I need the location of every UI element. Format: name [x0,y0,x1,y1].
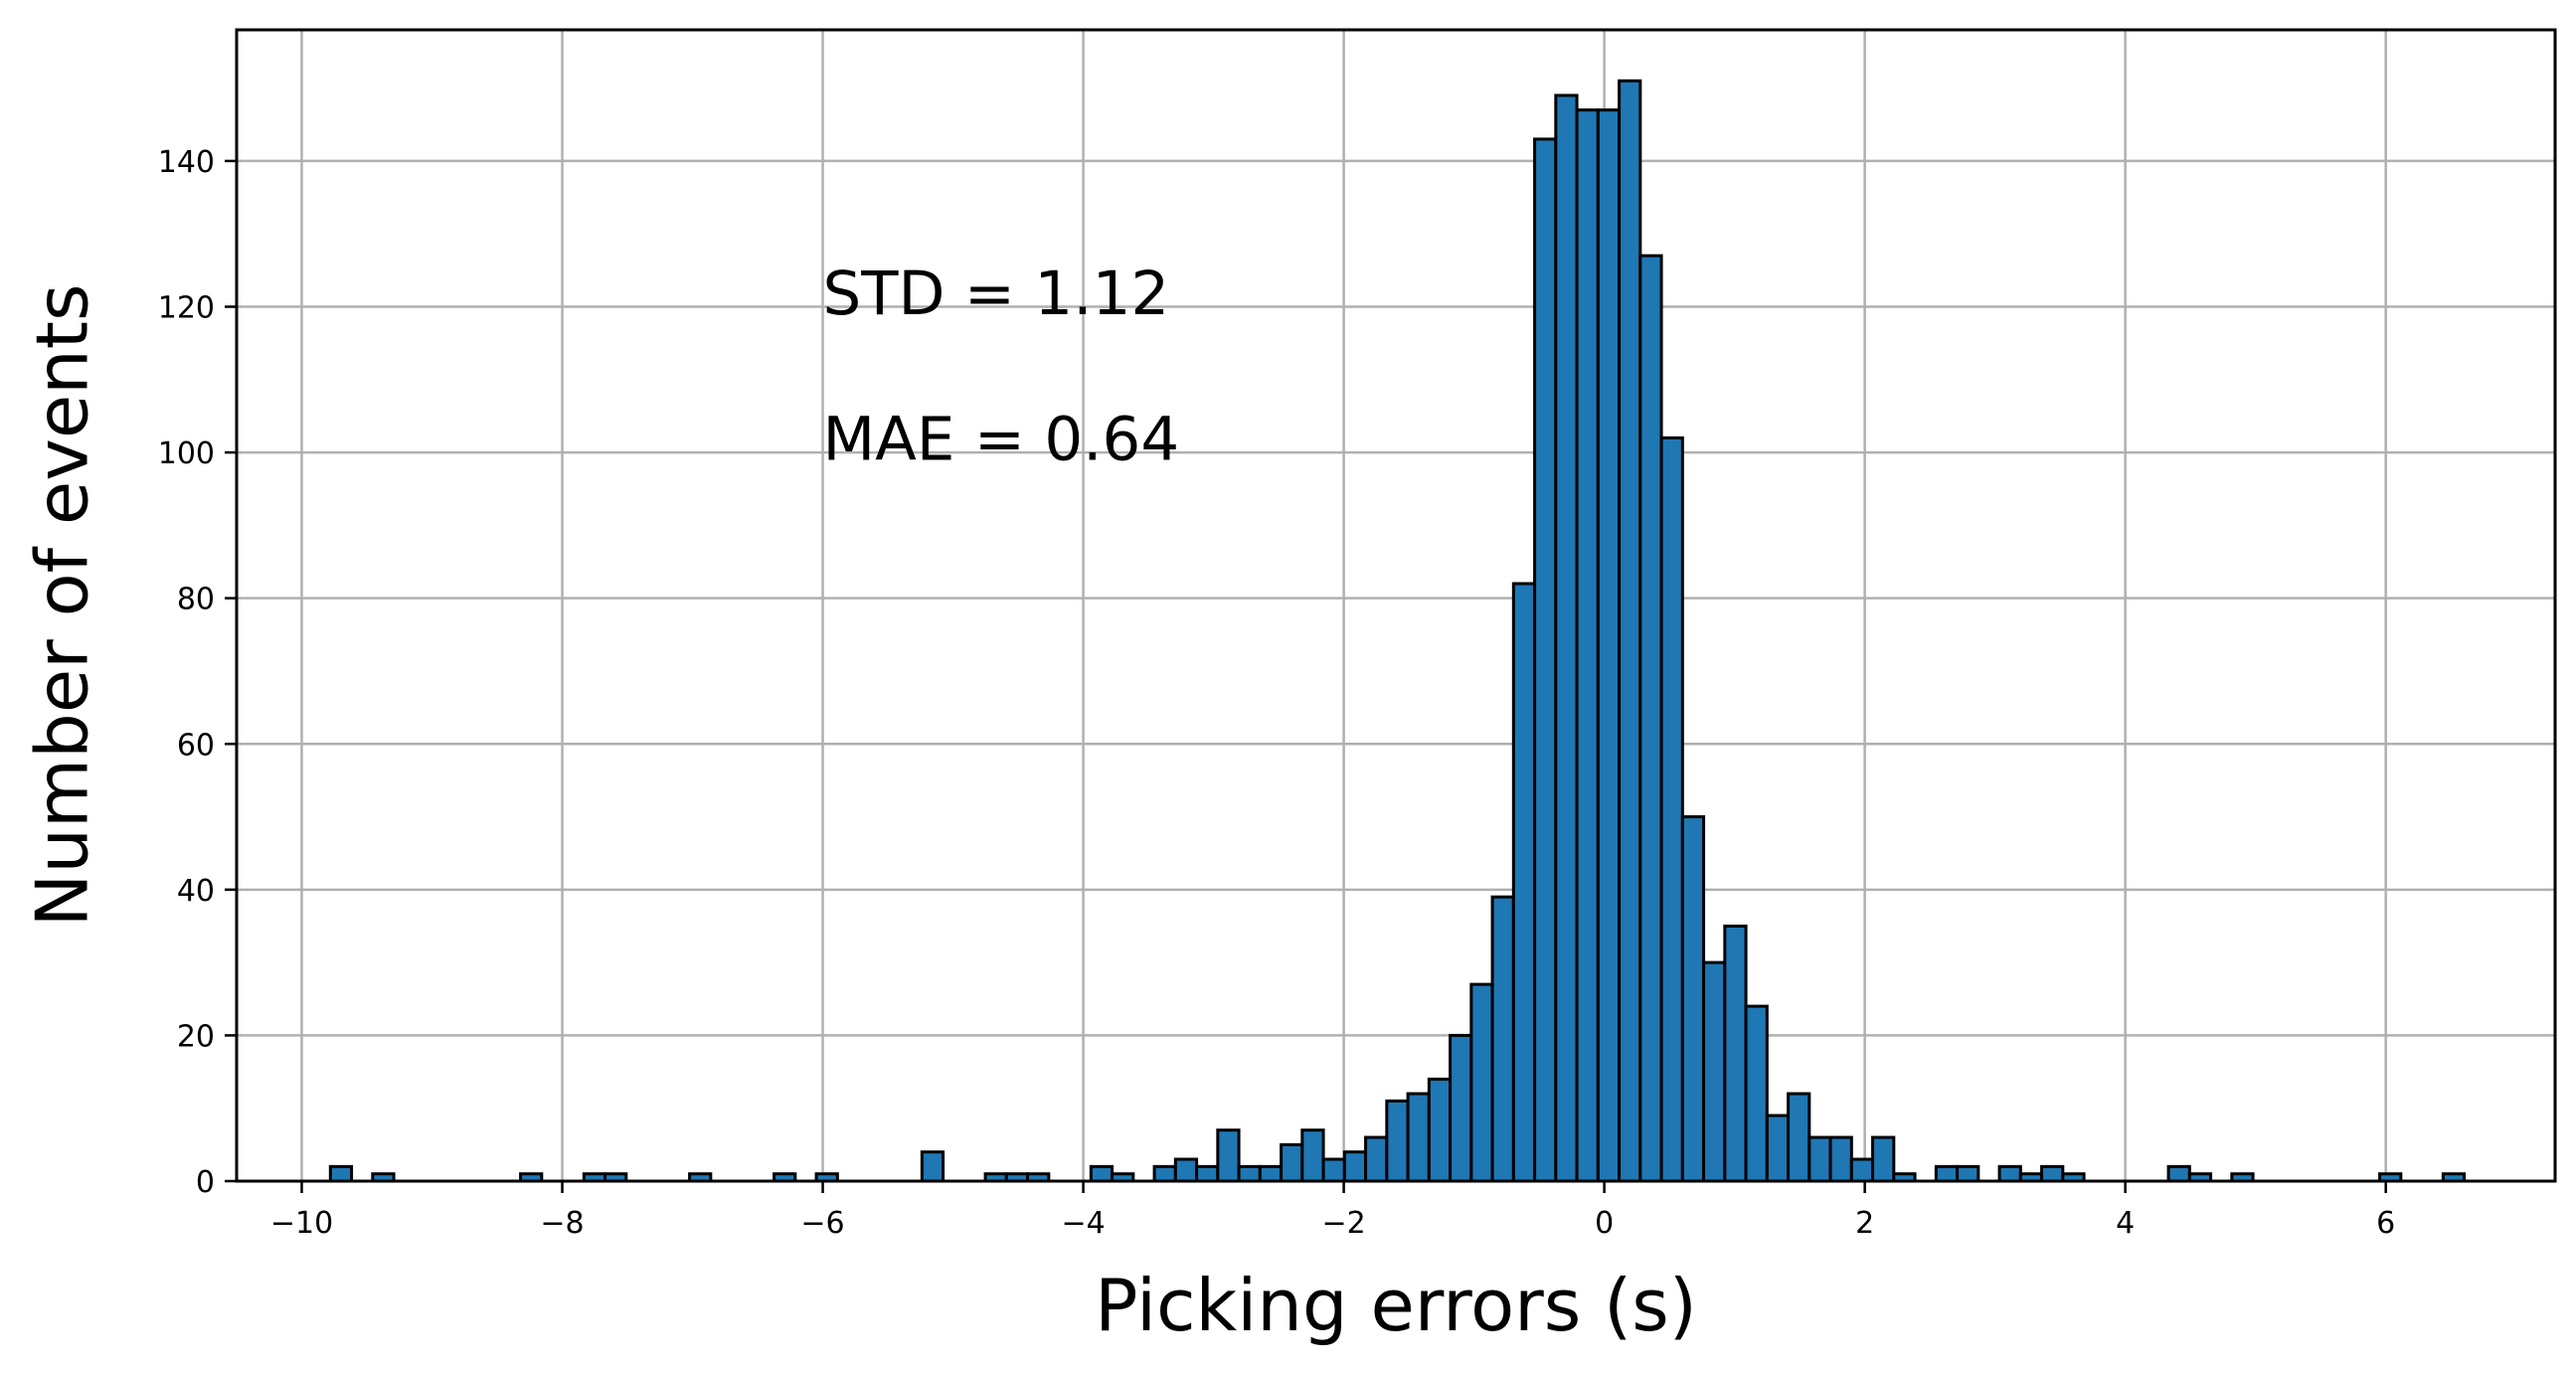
y-axis-ticks: 0 20 40 60 80 100 120 140 [158,145,237,1200]
x-tick-label: 6 [2376,1206,2395,1241]
x-tick-label: −2 [1321,1206,1365,1241]
histogram-bar [1680,815,1706,1183]
y-tick-label: 60 [177,728,215,763]
histogram-bar [1511,582,1537,1183]
histogram-bar [2166,1164,2191,1183]
y-axis-label: Number of events [21,284,104,928]
histogram-bar [1385,1099,1410,1183]
histogram-bar [1258,1164,1284,1183]
x-tick-label: 4 [2116,1206,2135,1241]
histogram-bar [920,1150,945,1183]
histogram-bar [1849,1157,1875,1183]
histogram-bar [1427,1077,1453,1183]
histogram-bar [1300,1128,1325,1183]
histogram-bar [1807,1135,1832,1183]
histogram-bar [1871,1135,1896,1183]
x-axis-ticks: −10 −8 −6 −4 −2 0 2 4 6 [270,1181,2395,1241]
histogram-bar [1575,108,1600,1183]
y-tick-label: 0 [196,1165,215,1200]
x-tick-label: 0 [1595,1206,1614,1241]
histogram-bar [1364,1135,1389,1183]
histogram-bar [1618,79,1642,1183]
plot-frame [235,28,2557,1183]
histogram-bar [1956,1164,1980,1183]
histogram-bar [1828,1135,1853,1183]
histogram-bar [1152,1164,1177,1183]
histogram-bar [1280,1142,1304,1183]
stat-annotation: STD = 1.12 [823,258,1170,329]
histogram-bar [1659,435,1684,1183]
y-tick-label: 80 [177,583,215,617]
histogram-bar [1702,960,1727,1183]
histogram-bar [1765,1114,1791,1183]
histogram-bar [1934,1164,1960,1183]
histogram-bar [1089,1164,1115,1183]
histogram-bar [2040,1164,2065,1183]
histogram-bar [1216,1128,1241,1183]
histogram-bar [1533,137,1558,1183]
histogram-bar [1195,1164,1220,1183]
histogram-bar [1997,1164,2022,1183]
annotations: STD = 1.12 MAE = 0.64 [823,258,1180,475]
histogram-bar [1237,1164,1262,1183]
x-tick-label: −6 [800,1206,844,1241]
histogram-bar [1342,1150,1368,1183]
y-tick-label: 40 [177,874,215,909]
histogram-bar [1554,93,1579,1183]
histogram-bar [1638,254,1663,1183]
y-tick-label: 100 [158,436,215,471]
histogram-bar [1787,1092,1811,1183]
histogram-bar [1469,982,1494,1183]
histogram-bar [1173,1157,1199,1183]
histogram-bar [1723,924,1748,1183]
x-tick-label: −4 [1061,1206,1105,1241]
histogram-bar [328,1164,354,1183]
x-tick-label: −8 [540,1206,584,1241]
histogram-bar [1596,108,1622,1183]
y-tick-label: 20 [177,1019,215,1054]
histogram-bar [1321,1157,1346,1183]
histogram-bar [1406,1092,1431,1183]
stat-annotation: MAE = 0.64 [823,404,1180,474]
y-tick-label: 140 [158,145,215,180]
x-tick-label: 2 [1855,1206,1874,1241]
histogram-bar [1449,1033,1473,1183]
y-tick-label: 120 [158,291,215,326]
histogram-bar [1490,895,1515,1183]
histogram-bar [1744,1004,1769,1183]
x-tick-label: −10 [270,1206,333,1241]
x-axis-label: Picking errors (s) [1095,1264,1697,1347]
